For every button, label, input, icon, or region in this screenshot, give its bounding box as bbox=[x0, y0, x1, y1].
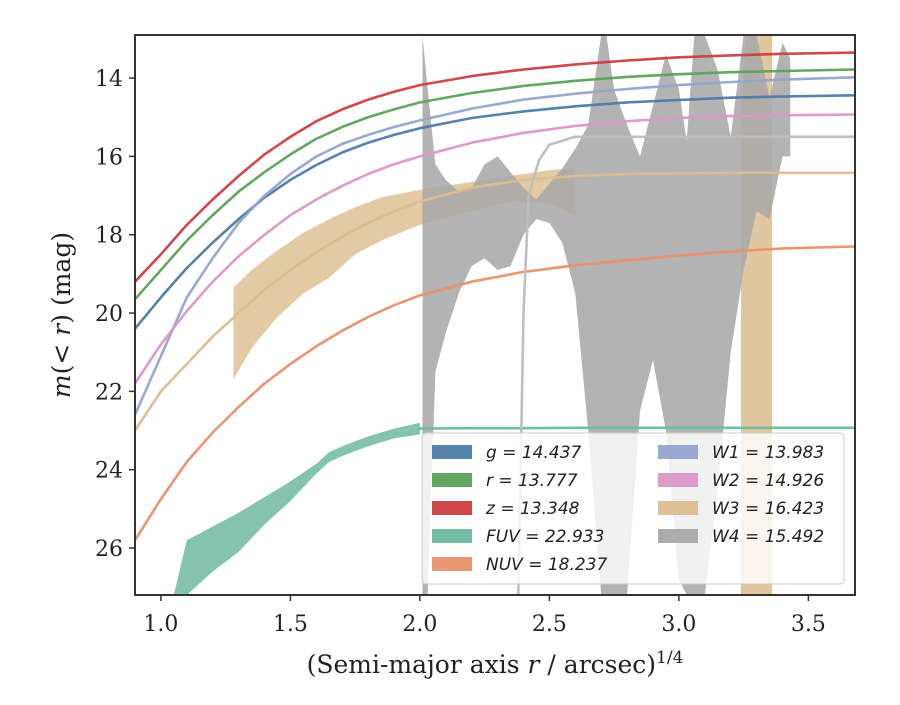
y-axis-label: m(< r) (mag) bbox=[47, 232, 76, 398]
plot-frame bbox=[134, 34, 856, 596]
legend-swatch bbox=[432, 529, 472, 543]
legend-label: NUV = 18.237 bbox=[486, 555, 608, 575]
legend-swatch bbox=[432, 473, 472, 487]
series-line-r-0 bbox=[135, 51, 855, 284]
legend-swatch bbox=[432, 445, 472, 459]
series-line-w3-6 bbox=[135, 171, 855, 432]
series-line-w1-3 bbox=[135, 76, 855, 417]
series-line-r-1 bbox=[135, 68, 855, 301]
legend-swatch bbox=[432, 501, 472, 515]
legend-swatch bbox=[658, 473, 698, 487]
legend: g = 14.437 r = 13.777 z = 13.348 FUV = 22.9… bbox=[421, 432, 845, 585]
x-tick-label: 3.5 bbox=[791, 612, 826, 637]
legend-swatch bbox=[658, 501, 698, 515]
y-tick-label: 22 bbox=[95, 380, 123, 405]
x-axis: 1.0 1.5 2.0 2.5 3.0 3.5 bbox=[143, 595, 826, 637]
curves-layer bbox=[135, 51, 855, 595]
y-tick-label: 18 bbox=[95, 224, 123, 249]
legend-label: W4 = 15.492 bbox=[712, 527, 824, 547]
x-axis-label: (Semi-major axis r / arcsec)1/4 bbox=[307, 648, 684, 679]
y-tick-label: 26 bbox=[95, 537, 123, 562]
legend-label: g = 14.437 bbox=[486, 443, 582, 463]
series-line-g-2 bbox=[135, 94, 855, 331]
legend-label: FUV = 22.933 bbox=[486, 527, 604, 547]
legend-swatch bbox=[658, 445, 698, 459]
legend-label: W2 = 14.926 bbox=[712, 471, 824, 491]
legend-swatch bbox=[432, 557, 472, 571]
y-tick-label: 20 bbox=[95, 302, 123, 327]
legend-box bbox=[421, 432, 845, 585]
y-tick-label: 16 bbox=[95, 145, 123, 170]
legend-label: z = 13.348 bbox=[485, 499, 580, 519]
legend-label: W1 = 13.983 bbox=[712, 443, 824, 463]
series-line-nuv-5 bbox=[135, 245, 855, 542]
y-tick-label: 14 bbox=[95, 67, 123, 92]
series-line-w4-8 bbox=[516, 135, 855, 595]
band-w3-1 bbox=[233, 168, 576, 380]
legend-swatch bbox=[658, 529, 698, 543]
y-tick-label: 24 bbox=[95, 459, 123, 484]
series-line-w2-4 bbox=[135, 113, 855, 385]
x-tick-label: 2.5 bbox=[532, 612, 567, 637]
y-axis: 14 16 18 20 22 24 26 bbox=[95, 67, 135, 562]
legend-label: r = 13.777 bbox=[486, 471, 578, 491]
x-tick-label: 2.0 bbox=[402, 612, 437, 637]
x-tick-label: 1.0 bbox=[143, 612, 178, 637]
series-line-fuv-7 bbox=[418, 426, 855, 430]
x-tick-label: 3.0 bbox=[661, 612, 696, 637]
legend-label: W3 = 16.423 bbox=[712, 499, 824, 519]
band-fuv-0 bbox=[173, 422, 420, 595]
x-tick-label: 1.5 bbox=[273, 612, 308, 637]
